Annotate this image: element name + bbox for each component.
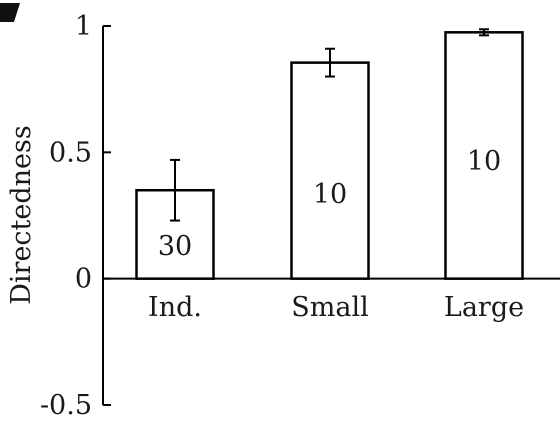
- bar-count-label: 10: [313, 179, 347, 210]
- x-category-label: Ind.: [148, 292, 202, 323]
- x-axis-labels: Ind. Small Large: [148, 292, 524, 323]
- y-axis-title: Directedness: [6, 125, 37, 304]
- y-tick-label: 1: [75, 11, 92, 42]
- error-bars: [170, 28, 489, 222]
- y-tick-label: 0: [75, 264, 92, 295]
- bar-small: [290, 61, 370, 280]
- x-category-label: Small: [291, 292, 368, 323]
- bar-count-label: 10: [467, 146, 501, 177]
- y-tick-label: -0.5: [40, 390, 92, 421]
- corner-mark: [0, 3, 20, 22]
- y-axis-ticks: -0.5 0 0.5 1: [40, 11, 111, 421]
- bar-count-label: 30: [158, 231, 192, 262]
- bar-count-labels: 30 10 10: [158, 146, 501, 262]
- x-category-label: Large: [444, 292, 524, 323]
- y-tick-label: 0.5: [49, 137, 92, 168]
